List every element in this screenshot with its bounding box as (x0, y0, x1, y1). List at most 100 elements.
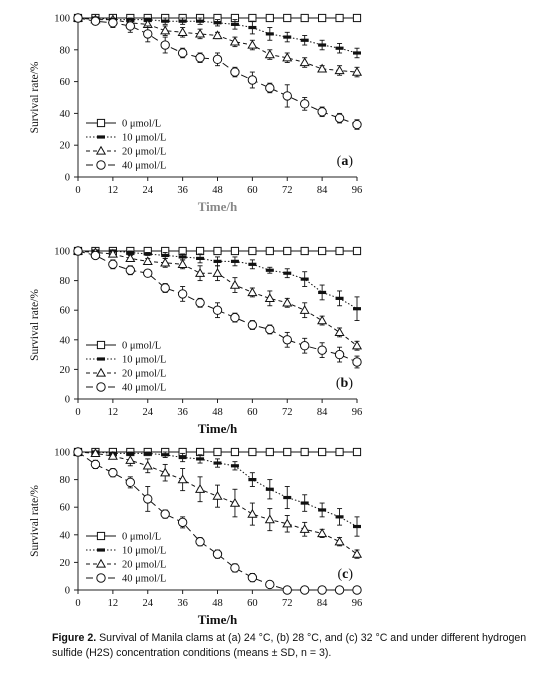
data-point (265, 579, 275, 590)
series-line (77, 451, 357, 591)
data-point (125, 253, 136, 263)
caption-label: Figure 2. (52, 632, 97, 644)
data-point (213, 246, 222, 256)
data-point (177, 48, 188, 58)
y-tick-label: 100 (54, 448, 70, 459)
data-point (196, 19, 205, 23)
data-point (283, 447, 292, 457)
data-point (351, 340, 363, 350)
x-tick-label: 48 (212, 185, 223, 196)
panel-c-chart: 0 20 40 60 80 100 0 12 24 36 48 60 72 84 96 Time/h Survi… (29, 446, 363, 627)
data-point (299, 585, 310, 595)
data-point (160, 467, 171, 477)
y-tick-label: 20 (60, 141, 71, 152)
y-tick-label: 20 (60, 558, 71, 569)
data-point (282, 52, 293, 62)
data-point (212, 490, 223, 500)
x-tick-label: 96 (352, 598, 363, 609)
data-point (196, 457, 205, 461)
x-tick-label: 24 (143, 185, 154, 196)
data-point (248, 262, 257, 266)
data-point (212, 305, 223, 315)
legend-label: 20 μmol/L (122, 147, 166, 158)
caption-text: Survival of Manila clams at (a) 24 °C, (… (52, 632, 527, 659)
data-point (126, 250, 135, 255)
data-point (299, 99, 310, 109)
data-point (334, 536, 345, 546)
x-tick-label: 60 (247, 598, 258, 609)
x-tick-label: 36 (177, 407, 188, 418)
data-point (300, 277, 309, 281)
data-point (335, 296, 344, 300)
data-point (108, 18, 118, 28)
data-point (299, 524, 310, 533)
data-point (90, 459, 101, 470)
data-point (230, 312, 240, 323)
data-point (353, 51, 361, 55)
data-point (353, 307, 361, 311)
data-point (230, 67, 240, 77)
data-point (283, 271, 292, 275)
data-point (334, 327, 345, 337)
data-point (126, 451, 135, 455)
x-tick-label: 84 (317, 407, 328, 418)
legend-marker (96, 118, 106, 128)
data-point (248, 246, 257, 256)
data-point (299, 57, 310, 67)
data-point (282, 518, 293, 528)
data-point (335, 246, 344, 256)
data-point (351, 66, 363, 76)
data-point (265, 32, 274, 36)
data-point (265, 13, 274, 23)
y-tick-label: 40 (60, 530, 71, 541)
y-tick-label: 40 (60, 335, 71, 346)
panel-label: (a) (337, 154, 354, 169)
data-point (352, 246, 362, 256)
legend-label: 0 μmol/L (122, 119, 161, 130)
data-point (318, 290, 327, 295)
data-point (318, 246, 327, 256)
data-point (282, 91, 292, 101)
data-point (73, 447, 83, 457)
y-tick-label: 100 (54, 14, 70, 25)
data-point (90, 448, 101, 458)
x-tick-label: 24 (143, 407, 154, 418)
data-point (125, 455, 136, 464)
data-point (334, 113, 345, 123)
data-point (247, 320, 258, 330)
x-tick-label: 12 (108, 407, 119, 418)
data-point (90, 16, 101, 26)
legend-label: 20 μmol/L (122, 369, 166, 380)
data-point (195, 484, 206, 493)
y-tick-label: 0 (65, 586, 70, 597)
x-axis-title: Time/h (198, 199, 238, 214)
series-3 (72, 446, 363, 559)
data-point (161, 253, 170, 258)
data-point (213, 461, 222, 465)
data-point (160, 25, 171, 35)
data-point (142, 460, 153, 470)
data-point (247, 508, 258, 518)
data-point (195, 28, 206, 38)
data-point (177, 517, 188, 528)
data-point (143, 29, 153, 39)
x-tick-label: 48 (212, 598, 223, 609)
data-point (352, 447, 362, 457)
data-point (335, 46, 344, 50)
legend-label: 10 μmol/L (122, 546, 166, 557)
data-point (352, 357, 362, 367)
data-point (160, 40, 170, 50)
data-point (300, 246, 309, 256)
data-point (195, 298, 205, 308)
data-point (282, 585, 292, 595)
series-1 (73, 447, 362, 457)
x-tick-label: 96 (352, 185, 363, 196)
data-point (317, 528, 328, 538)
data-point (351, 548, 363, 558)
y-tick-label: 40 (60, 109, 71, 120)
data-point (248, 447, 257, 457)
data-point (247, 39, 258, 49)
data-point (352, 119, 362, 130)
x-tick-label: 60 (247, 407, 258, 418)
data-point (177, 289, 188, 299)
